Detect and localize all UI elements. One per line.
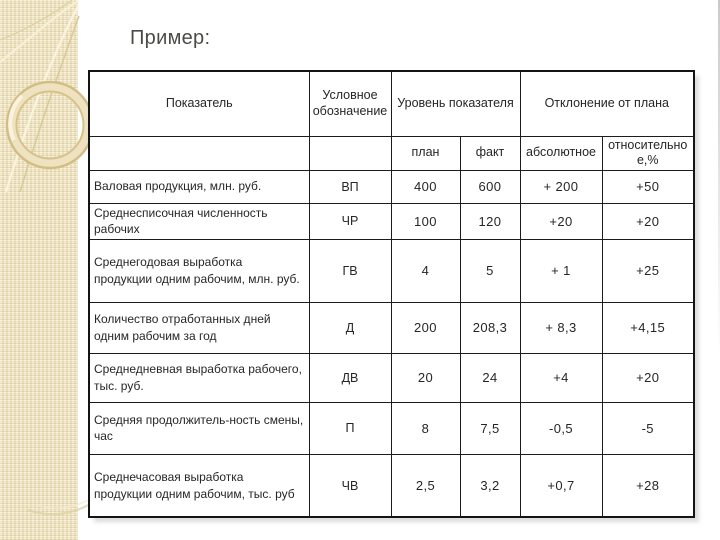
cell-fact: 7,5 [459,401,521,455]
header-row-sub: план факт абсолютное относительное,% [88,135,695,171]
header-plan: план [390,135,461,171]
cell-relative: +4,15 [601,301,695,354]
cell-indicator: Среднесписочная численность рабочих [88,202,310,240]
table-row: Количество отработанных дней одним рабоч… [88,301,695,354]
cell-symbol: ВП [308,169,392,204]
table-row: Среднесписочная численность рабочих ЧР 1… [88,202,695,240]
cell-relative: +25 [601,238,695,303]
cell-relative: -5 [601,401,695,455]
cell-absolute: +20 [519,202,603,240]
header-empty-symbol [308,135,392,171]
header-level-group: Уровень показателя [390,70,521,137]
slide-title: Пример: [130,27,211,49]
header-deviation-group: Отклонение от плана [519,70,695,137]
decorative-sidebar [0,0,104,540]
cell-indicator: Среднечасовая выработка продукции одним … [88,453,310,518]
cell-indicator: Среднегодовая выработка продукции одним … [88,238,310,303]
cell-indicator: Валовая продукция, млн. руб. [88,169,310,204]
cell-symbol: П [308,401,392,455]
analysis-table: Показатель Условное обозначение Уровень … [88,70,696,519]
cell-fact: 600 [459,169,521,204]
cell-absolute: +4 [519,352,603,403]
cell-plan: 20 [390,352,461,403]
cell-plan: 4 [390,238,461,303]
cell-plan: 2,5 [390,453,461,518]
header-empty-indicator [88,135,310,171]
table-row: Средняя продолжитель-ность смены, час П … [88,401,695,455]
cell-fact: 5 [459,238,521,303]
header-symbol: Условное обозначение [308,70,392,137]
cell-symbol: ГВ [308,238,392,303]
cell-symbol: ЧВ [308,453,392,518]
window-edge [718,0,720,360]
cell-relative: +20 [601,202,695,240]
table-row: Среднечасовая выработка продукции одним … [88,453,695,518]
cell-plan: 8 [390,401,461,455]
header-fact: факт [459,135,521,171]
cell-symbol: ДВ [308,352,392,403]
cell-indicator: Среднедневная выработка рабочего, тыс. р… [88,352,310,403]
header-indicator: Показатель [88,70,310,137]
cell-fact: 208,3 [459,301,521,354]
cell-relative: +20 [601,352,695,403]
cell-absolute: + 8,3 [519,301,603,354]
header-row-groups: Показатель Условное обозначение Уровень … [88,70,695,137]
cell-relative: +50 [601,169,695,204]
table-row: Валовая продукция, млн. руб. ВП 400 600 … [88,169,695,204]
table-row: Среднегодовая выработка продукции одним … [88,238,695,303]
cell-fact: 24 [459,352,521,403]
cell-absolute: +0,7 [519,453,603,518]
header-absolute: абсолютное [519,135,603,171]
cell-relative: +28 [601,453,695,518]
cell-plan: 100 [390,202,461,240]
cell-absolute: -0,5 [519,401,603,455]
cell-absolute: + 200 [519,169,603,204]
cell-indicator: Средняя продолжитель-ность смены, час [88,401,310,455]
table-row: Среднедневная выработка рабочего, тыс. р… [88,352,695,403]
cell-indicator: Количество отработанных дней одним рабоч… [88,301,310,354]
cell-symbol: Д [308,301,392,354]
cell-fact: 3,2 [459,453,521,518]
cell-absolute: + 1 [519,238,603,303]
header-relative: относительное,% [601,135,695,171]
cell-plan: 400 [390,169,461,204]
cell-plan: 200 [390,301,461,354]
cell-fact: 120 [459,202,521,240]
cell-symbol: ЧР [308,202,392,240]
